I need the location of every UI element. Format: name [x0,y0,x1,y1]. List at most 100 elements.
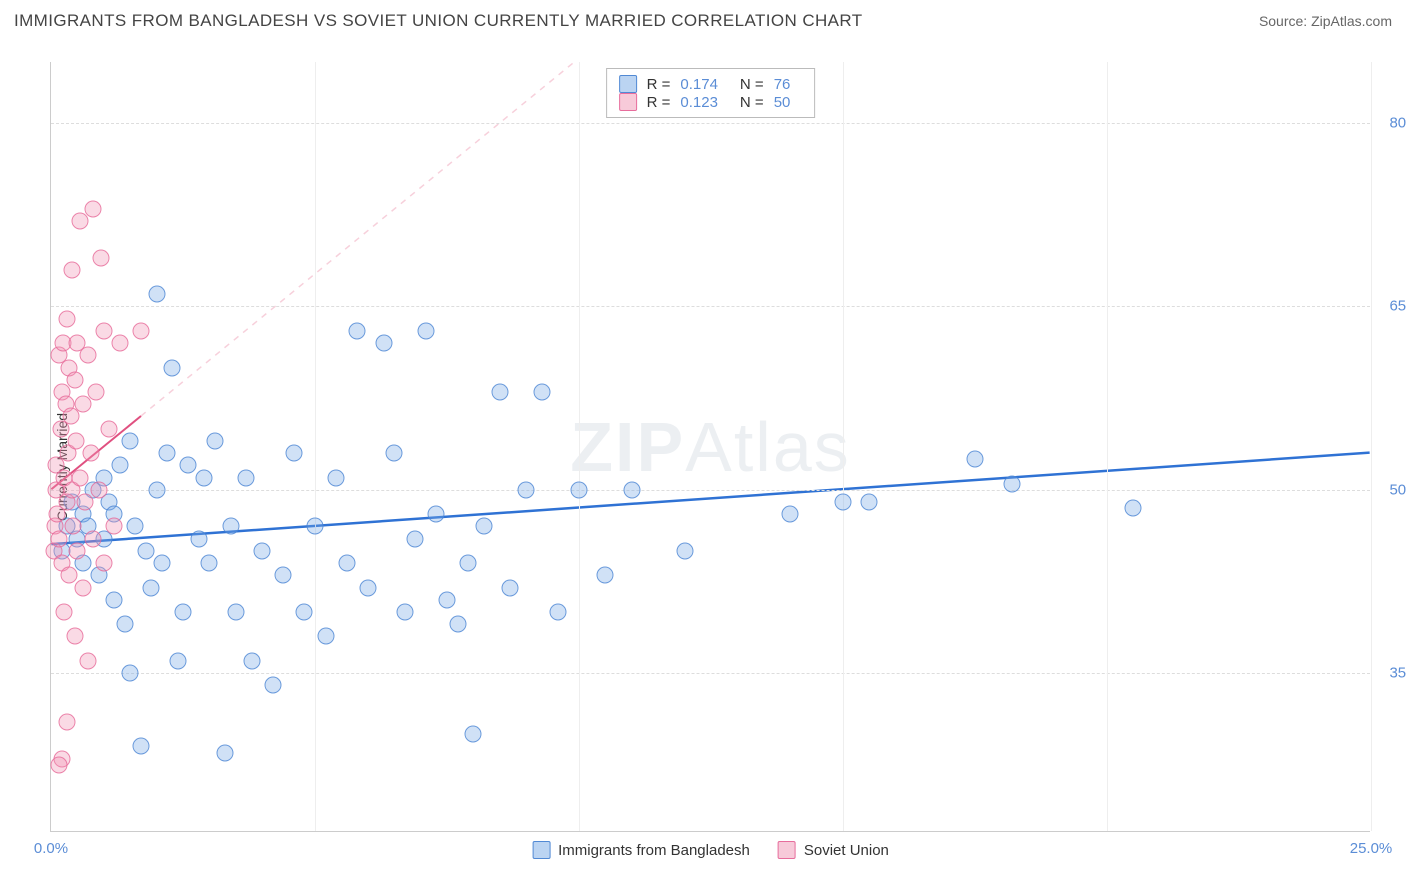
scatter-point-bangladesh [1125,500,1142,517]
scatter-point-soviet [72,469,89,486]
scatter-point-bangladesh [307,518,324,535]
scatter-point-soviet [106,518,123,535]
scatter-point-soviet [111,335,128,352]
scatter-point-bangladesh [375,335,392,352]
scatter-point-soviet [50,530,67,547]
scatter-point-bangladesh [1003,475,1020,492]
legend-label: Immigrants from Bangladesh [558,842,750,859]
scatter-point-soviet [95,322,112,339]
r-label: R = [647,76,671,93]
scatter-point-soviet [65,518,82,535]
stats-legend-row: R = 0.123 N = 50 [619,93,803,111]
gridline-h [51,306,1370,307]
y-tick-label: 50.0% [1389,481,1406,498]
stats-legend: R = 0.174 N = 76 R = 0.123 N = 50 [606,68,816,118]
scatter-point-soviet [74,579,91,596]
scatter-point-soviet [95,555,112,572]
scatter-point-bangladesh [518,481,535,498]
scatter-point-bangladesh [502,579,519,596]
watermark-suffix: Atlas [685,408,851,486]
gridline-v [843,62,844,831]
gridline-v [1371,62,1372,831]
scatter-point-bangladesh [676,542,693,559]
gridline-v [579,62,580,831]
scatter-point-soviet [79,652,96,669]
scatter-point-bangladesh [623,481,640,498]
scatter-point-soviet [56,604,73,621]
legend-item: Soviet Union [778,841,889,859]
scatter-point-bangladesh [227,604,244,621]
scatter-point-bangladesh [201,555,218,572]
series-legend: Immigrants from Bangladesh Soviet Union [532,841,889,859]
stats-legend-row: R = 0.174 N = 76 [619,75,803,93]
scatter-point-bangladesh [407,530,424,547]
scatter-point-soviet [74,396,91,413]
scatter-point-bangladesh [143,579,160,596]
scatter-point-bangladesh [164,359,181,376]
scatter-point-bangladesh [396,604,413,621]
scatter-point-bangladesh [317,628,334,645]
scatter-point-bangladesh [132,738,149,755]
scatter-point-bangladesh [465,726,482,743]
scatter-point-soviet [77,494,94,511]
scatter-point-soviet [90,481,107,498]
scatter-point-bangladesh [338,555,355,572]
scatter-point-soviet [64,261,81,278]
r-value: 0.174 [680,76,718,93]
swatch-pink [619,93,637,111]
scatter-point-bangladesh [428,506,445,523]
n-label: N = [740,76,764,93]
scatter-point-soviet [132,322,149,339]
scatter-point-bangladesh [180,457,197,474]
scatter-point-bangladesh [222,518,239,535]
scatter-point-bangladesh [106,591,123,608]
legend-label: Soviet Union [804,842,889,859]
scatter-point-soviet [87,384,104,401]
scatter-point-bangladesh [285,445,302,462]
scatter-point-soviet [50,756,67,773]
scatter-point-bangladesh [571,481,588,498]
n-label: N = [740,94,764,111]
scatter-point-bangladesh [597,567,614,584]
scatter-point-bangladesh [254,542,271,559]
plot-wrap: Currently Married ZIPAtlas R = 0.174 N =… [0,42,1406,892]
gridline-h [51,490,1370,491]
x-tick-label: 0.0% [34,840,68,857]
scatter-point-bangladesh [127,518,144,535]
scatter-point-bangladesh [243,652,260,669]
scatter-point-bangladesh [169,652,186,669]
scatter-point-bangladesh [148,286,165,303]
scatter-point-bangladesh [328,469,345,486]
scatter-point-bangladesh [475,518,492,535]
gridline-h [51,123,1370,124]
chart-header: IMMIGRANTS FROM BANGLADESH VS SOVIET UNI… [0,0,1406,42]
chart-title: IMMIGRANTS FROM BANGLADESH VS SOVIET UNI… [14,11,863,31]
swatch-blue [619,75,637,93]
scatter-point-bangladesh [122,665,139,682]
scatter-point-bangladesh [217,744,234,761]
scatter-point-bangladesh [449,616,466,633]
scatter-point-bangladesh [417,322,434,339]
scatter-point-bangladesh [159,445,176,462]
y-tick-label: 65.0% [1389,298,1406,315]
y-tick-label: 80.0% [1389,115,1406,132]
scatter-point-bangladesh [835,494,852,511]
scatter-point-bangladesh [439,591,456,608]
scatter-point-soviet [58,714,75,731]
scatter-point-soviet [66,371,83,388]
scatter-point-bangladesh [148,481,165,498]
scatter-point-soviet [69,542,86,559]
scatter-point-bangladesh [190,530,207,547]
scatter-point-bangladesh [359,579,376,596]
scatter-point-soviet [66,628,83,645]
y-tick-label: 35.0% [1389,665,1406,682]
scatter-point-soviet [79,347,96,364]
scatter-point-bangladesh [264,677,281,694]
n-value: 50 [774,94,791,111]
scatter-point-soviet [93,249,110,266]
gridline-v [315,62,316,831]
scatter-point-soviet [85,200,102,217]
x-tick-label: 25.0% [1350,840,1393,857]
scatter-point-bangladesh [138,542,155,559]
watermark-prefix: ZIP [570,408,685,486]
